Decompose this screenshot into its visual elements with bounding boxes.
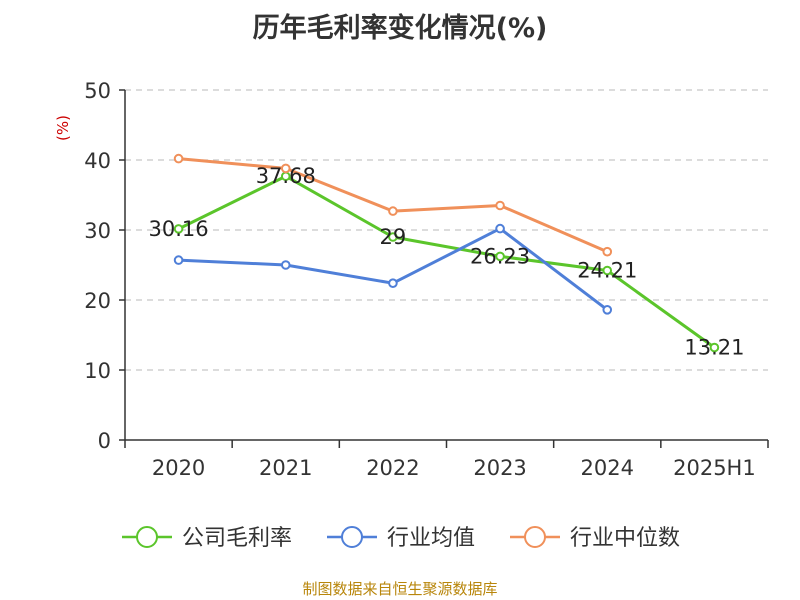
series-0-point-5 [709, 342, 720, 353]
series-0-point-0 [173, 224, 184, 234]
x-tick-label: 2025H1 [673, 456, 756, 480]
series-1-point-1 [280, 260, 291, 270]
data-label: 13.21 [684, 336, 744, 360]
legend-label: 行业中位数 [570, 526, 680, 551]
data-label: 37.68 [256, 164, 316, 188]
y-tick-label: 40 [84, 149, 111, 173]
series-2-point-4 [602, 246, 613, 257]
gridlines [125, 89, 768, 371]
series-1-point-0 [173, 255, 184, 265]
legend-marker-0 [136, 526, 158, 548]
series-1-point-2 [388, 278, 398, 289]
chart-title: 历年毛利率变化情况(%) [252, 13, 548, 44]
y-axis-unit-label: (%) [54, 115, 72, 141]
y-tick-label: 0 [98, 429, 111, 453]
data-label: 30.16 [149, 217, 209, 241]
axes: 0 10 20 30 40 50 (%) 2020 2021 2022 2023 2024 2025H1 [54, 79, 769, 480]
series-layer [173, 153, 720, 353]
x-tick-label: 2021 [259, 456, 312, 480]
series-2-point-1 [280, 163, 291, 174]
legend-marker-2 [524, 526, 546, 548]
series-2-point-2 [388, 206, 398, 216]
legend-marker-1 [341, 526, 363, 548]
y-tick-label: 20 [84, 289, 111, 313]
series-1-point-4 [602, 305, 613, 315]
series-0-point-2 [388, 232, 398, 242]
y-tick-label: 30 [84, 219, 111, 243]
x-tick-label: 2022 [366, 456, 419, 480]
data-label: 29 [380, 225, 407, 249]
y-tick-label: 50 [84, 79, 111, 103]
data-source-note: 制图数据来自恒生聚源数据库 [302, 580, 498, 598]
series-0-point-4 [602, 265, 613, 276]
x-tick-label: 2024 [581, 456, 634, 480]
legend: 公司毛利率 行业均值 行业中位数 [122, 526, 680, 551]
series-0-point-3 [495, 251, 505, 262]
series-2-point-0 [173, 153, 184, 164]
data-labels: 30.16 37.68 29 26.23 24.21 13.21 [149, 164, 745, 359]
data-label: 24.21 [577, 259, 637, 283]
legend-label: 公司毛利率 [182, 526, 292, 551]
x-tick-label: 2020 [152, 456, 205, 480]
legend-label: 行业均值 [387, 526, 475, 551]
series-line-0 [177, 174, 716, 349]
x-tick-label: 2023 [473, 456, 526, 480]
series-1-point-3 [495, 223, 505, 234]
series-2-point-3 [495, 200, 505, 211]
y-tick-label: 10 [84, 359, 111, 383]
data-label: 26.23 [470, 244, 530, 268]
